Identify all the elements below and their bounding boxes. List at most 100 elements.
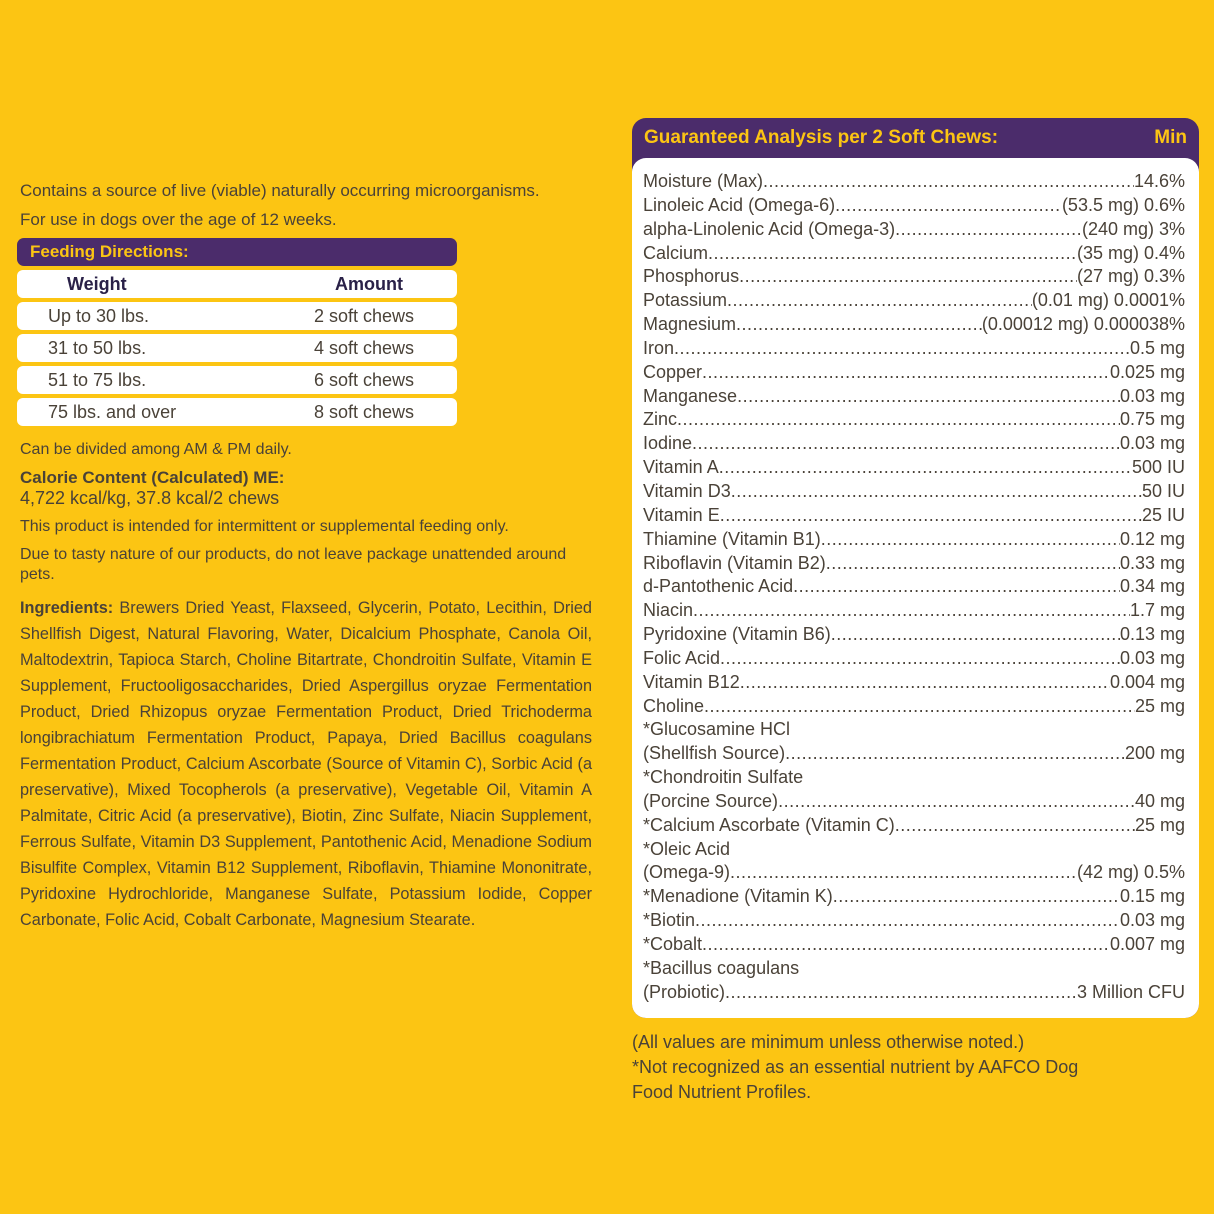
intro-live-microorganisms: Contains a source of live (viable) natur… (20, 181, 540, 200)
feeding-row: 51 to 75 lbs. 6 soft chews (17, 366, 457, 394)
nutrient-name: Zinc (643, 409, 678, 430)
analysis-row: (Porcine Source) 40 mg (643, 790, 1185, 814)
nutrient-name: *Calcium Ascorbate (Vitamin C) (643, 814, 895, 835)
feeding-amount: 8 soft chews (314, 402, 415, 422)
nutrient-name: Thiamine (Vitamin B1) (643, 528, 821, 549)
ingredients: Ingredients: Brewers Dried Yeast, Flaxse… (20, 595, 592, 933)
nutrient-name: (Probiotic) (643, 981, 726, 1002)
feeding-note: Can be divided among AM & PM daily. (20, 441, 292, 458)
feeding-row: 75 lbs. and over 8 soft chews (17, 398, 457, 426)
nutrient-name: *Menadione (Vitamin K) (643, 886, 833, 907)
nutrient-name: *Bacillus coagulans (643, 957, 800, 978)
analysis-row: Moisture (Max) 14.6% (643, 170, 1185, 194)
nutrient-value: 0.5 mg (1129, 337, 1185, 358)
analysis-row: Vitamin A 500 IU (643, 456, 1185, 480)
nutrient-value: 25 mg (1134, 814, 1185, 835)
leader-dots (725, 981, 1077, 1005)
analysis-row: alpha-Linolenic Acid (Omega-3) (240 mg) 3… (643, 218, 1185, 242)
analysis-row: Calcium (35 mg) 0.4% (643, 242, 1185, 266)
nutrient-value: (42 mg) 0.5% (1076, 862, 1185, 883)
leader-dots (740, 671, 1110, 695)
analysis-row: *Bacillus coagulans (643, 957, 1185, 981)
nutrient-name: Vitamin A (643, 457, 719, 478)
leader-dots (692, 432, 1120, 456)
analysis-row: Choline 25 mg (643, 695, 1185, 719)
analysis-row: *Calcium Ascorbate (Vitamin C) 25 mg (643, 814, 1185, 838)
analysis-row: *Cobalt 0.007 mg (643, 933, 1185, 957)
leader-dots (895, 814, 1135, 838)
nutrient-name: *Chondroitin Sulfate (643, 767, 804, 788)
guaranteed-analysis-panel: Guaranteed Analysis per 2 Soft Chews: Mi… (632, 118, 1199, 1018)
nutrient-value: (0.01 mg) 0.0001% (1031, 290, 1185, 311)
leader-dots (727, 289, 1032, 313)
analysis-row: Vitamin D3 50 IU (643, 480, 1185, 504)
intro-age: For use in dogs over the age of 12 weeks… (20, 210, 337, 229)
nutrient-value: 14.6% (1133, 171, 1185, 191)
leader-dots (719, 456, 1132, 480)
leader-dots (778, 790, 1135, 814)
nutrient-name: Potassium (643, 290, 728, 311)
leader-dots (677, 408, 1120, 432)
nutrient-name: Magnesium (643, 314, 737, 335)
feeding-weight: 51 to 75 lbs. (48, 370, 147, 390)
nutrient-value: (53.5 mg) 0.6% (1061, 194, 1185, 215)
nutrient-name: Pyridoxine (Vitamin B6) (643, 624, 831, 645)
analysis-list: Moisture (Max) 14.6% Linoleic Acid (Omega-… (632, 158, 1199, 1018)
analysis-row: Pyridoxine (Vitamin B6) 0.13 mg (643, 623, 1185, 647)
ingredients-label: Ingredients: (20, 599, 114, 617)
nutrient-name: Riboflavin (Vitamin B2) (643, 552, 826, 573)
analysis-row: (Probiotic) 3 Million CFU (643, 981, 1185, 1005)
nutrient-value: 1.7 mg (1129, 600, 1185, 621)
analysis-header: Guaranteed Analysis per 2 Soft Chews: Mi… (632, 118, 1199, 158)
analysis-row: (Shellfish Source) 200 mg (643, 742, 1185, 766)
nutrient-name: Iodine (643, 433, 693, 454)
feeding-amount: 2 soft chews (314, 306, 415, 326)
nutrient-value: 0.007 mg (1109, 934, 1185, 954)
leader-dots (695, 909, 1120, 933)
nutrient-value: 0.75 mg (1119, 409, 1185, 430)
footnote-aafco: *Not recognized as an essential nutrient… (632, 1057, 1079, 1102)
leader-dots (763, 170, 1134, 194)
nutrient-value: 0.03 mg (1119, 647, 1185, 668)
footnotes: (All values are minimum unless otherwise… (632, 1030, 1112, 1105)
nutrient-value: 0.025 mg (1109, 361, 1185, 382)
leader-dots (793, 575, 1120, 599)
leader-dots (737, 385, 1120, 409)
analysis-row: d-Pantothenic Acid 0.34 mg (643, 575, 1185, 599)
analysis-row: *Glucosamine HCl (643, 718, 1185, 742)
feeding-amount: 4 soft chews (314, 338, 415, 358)
nutrient-name: Vitamin E (643, 504, 720, 525)
feeding-directions-title: Feeding Directions: (17, 238, 457, 266)
analysis-row: Niacin 1.7 mg (643, 599, 1185, 623)
nutrient-name: Manganese (643, 385, 738, 406)
nutrient-value: 40 mg (1134, 790, 1185, 811)
leader-dots (693, 599, 1130, 623)
analysis-row: Zinc 0.75 mg (643, 408, 1185, 432)
nutrient-value: 0.03 mg (1119, 385, 1185, 406)
analysis-row: (Omega-9) (42 mg) 0.5% (643, 861, 1185, 885)
leader-dots (720, 647, 1120, 671)
leader-dots (831, 623, 1120, 647)
analysis-title: Guaranteed Analysis per 2 Soft Chews: (644, 127, 999, 148)
analysis-row: Potassium (0.01 mg) 0.0001% (643, 289, 1185, 313)
nutrient-name: *Oleic Acid (643, 838, 731, 859)
leader-dots (720, 504, 1142, 528)
nutrient-value: 3 Million CFU (1076, 981, 1185, 1002)
feeding-weight: 75 lbs. and over (48, 402, 177, 422)
leader-dots (826, 552, 1120, 576)
analysis-row: Copper 0.025 mg (643, 361, 1185, 385)
analysis-row: Manganese 0.03 mg (643, 385, 1185, 409)
nutrient-name: Moisture (Max) (643, 171, 764, 191)
feeding-weight: Up to 30 lbs. (48, 306, 150, 326)
leader-dots (835, 194, 1062, 218)
nutrient-value: 0.15 mg (1119, 886, 1185, 907)
nutrient-value: 0.03 mg (1119, 433, 1185, 454)
nutrient-name: Iron (643, 337, 675, 358)
analysis-row: Folic Acid 0.03 mg (643, 647, 1185, 671)
nutrient-value: 500 IU (1131, 457, 1185, 478)
nutrient-name: alpha-Linolenic Acid (Omega-3) (643, 218, 896, 239)
ingredients-text: Brewers Dried Yeast, Flaxseed, Glycerin,… (20, 599, 592, 929)
nutrient-name: Folic Acid (643, 647, 721, 668)
nutrient-value: 25 mg (1134, 695, 1185, 716)
nutrient-value: (35 mg) 0.4% (1076, 242, 1185, 263)
